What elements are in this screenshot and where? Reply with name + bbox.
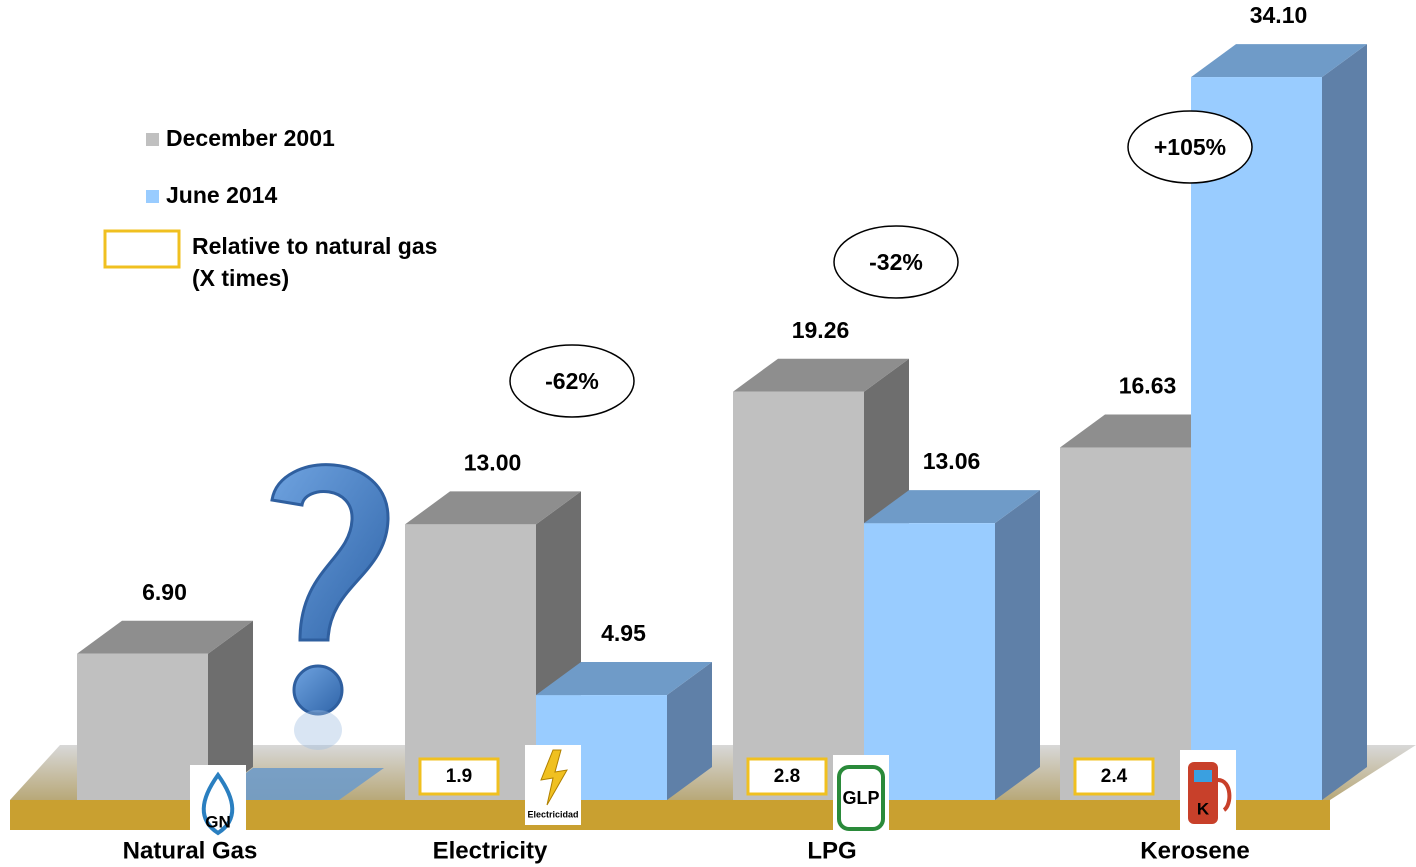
bar-side bbox=[1322, 44, 1367, 800]
question-dot bbox=[292, 664, 344, 716]
relative-box bbox=[746, 757, 828, 796]
value-label: 4.95 bbox=[601, 620, 646, 646]
bar bbox=[1060, 447, 1191, 800]
legend-box bbox=[103, 229, 181, 269]
bar-top bbox=[733, 358, 909, 392]
change-label: -32% bbox=[869, 249, 923, 275]
change-bubble bbox=[509, 344, 635, 418]
flat-bar bbox=[208, 768, 384, 800]
category-label: Natural Gas bbox=[123, 837, 258, 864]
icon-label: GLP bbox=[842, 788, 879, 808]
legend-swatch bbox=[146, 133, 159, 146]
relative-label: 1.9 bbox=[446, 766, 472, 787]
question-reflection bbox=[294, 710, 342, 750]
legend-label: December 2001 bbox=[166, 125, 335, 151]
value-label: 13.06 bbox=[923, 448, 981, 474]
category-label: LPG bbox=[807, 837, 856, 864]
icon-flame bbox=[201, 771, 235, 836]
bar-top bbox=[405, 491, 581, 525]
bar bbox=[733, 391, 864, 800]
icon-bolt bbox=[540, 749, 568, 806]
legend-label: June 2014 bbox=[166, 182, 277, 208]
bar-side bbox=[667, 662, 712, 800]
value-label: 34.10 bbox=[1250, 2, 1308, 28]
legend-label: Relative to natural gas bbox=[192, 233, 437, 259]
bar-top bbox=[536, 662, 712, 696]
icon-tank bbox=[837, 765, 885, 831]
bar-top bbox=[1191, 44, 1367, 78]
change-bubble bbox=[833, 225, 959, 299]
icon-pump-window bbox=[1194, 770, 1212, 782]
icon-label: GN bbox=[205, 812, 231, 831]
legend-swatch bbox=[146, 190, 159, 203]
bar bbox=[864, 523, 995, 800]
relative-label: 2.8 bbox=[774, 766, 800, 787]
category-label: Electricity bbox=[433, 837, 548, 864]
bar-side bbox=[208, 620, 253, 800]
bar-top bbox=[77, 620, 253, 654]
relative-box bbox=[418, 757, 500, 796]
question-mark bbox=[270, 463, 390, 642]
change-label: +105% bbox=[1154, 134, 1226, 160]
bar bbox=[405, 524, 536, 800]
legend-label: (X times) bbox=[192, 265, 289, 291]
floor-edge bbox=[10, 800, 1330, 830]
bar-top bbox=[864, 490, 1040, 524]
bar bbox=[1191, 77, 1322, 800]
bar-side bbox=[995, 490, 1040, 800]
category-label: Kerosene bbox=[1140, 837, 1249, 864]
change-label: -62% bbox=[545, 368, 599, 394]
relative-box bbox=[1073, 757, 1155, 796]
icon-label: Electricidad bbox=[527, 809, 578, 819]
icon-pump-hose bbox=[1217, 778, 1232, 812]
value-label: 16.63 bbox=[1119, 373, 1177, 399]
value-label: 6.90 bbox=[142, 579, 187, 605]
relative-label: 2.4 bbox=[1101, 766, 1128, 787]
change-bubble bbox=[1127, 110, 1253, 184]
bar bbox=[77, 653, 208, 800]
icon-label: K bbox=[1197, 799, 1210, 818]
value-label: 19.26 bbox=[792, 317, 850, 343]
value-label: 13.00 bbox=[464, 449, 522, 475]
